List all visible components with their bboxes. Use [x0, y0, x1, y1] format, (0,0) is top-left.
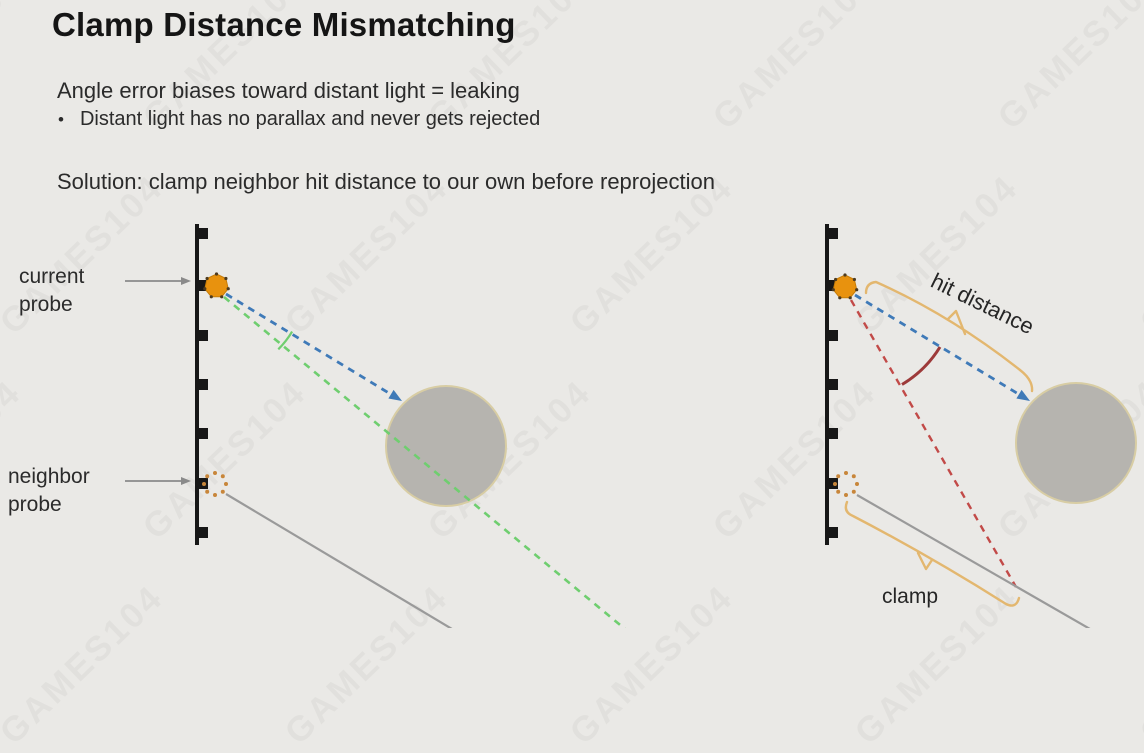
neighbor-probe-label-line1: neighbor [8, 465, 90, 488]
neighbor-probe-arrow [125, 477, 191, 485]
right-diagram [825, 224, 1137, 628]
wall-tick [826, 478, 838, 489]
left-diagram [125, 224, 626, 628]
neighbor-miss-ray-gray [225, 493, 453, 628]
angle-error-arc [901, 346, 942, 386]
wall-tick [196, 379, 208, 390]
wall-tick [196, 527, 208, 538]
neighbor-probe-label: neighbor probe [8, 463, 90, 519]
current-probe-label-line1: current [19, 265, 85, 288]
wall-tick [196, 330, 208, 341]
wall-tick [826, 280, 838, 291]
bullet-marker: • [58, 110, 64, 129]
slide: GAMES104 GAMES104 GAMES104 GAMES104 GAMES104… [8, 6, 1137, 628]
wall-tick [826, 379, 838, 390]
current-probe-label-line2: probe [19, 293, 73, 316]
neighbor-probe-icon [833, 471, 859, 497]
intro-line: Angle error biases toward distant light … [57, 78, 520, 103]
wall-tick [826, 527, 838, 538]
neighbor-ray-reused-green [223, 295, 626, 628]
unclamped-ray-red [849, 299, 1018, 588]
wall-tick [826, 330, 838, 341]
occluder-circle [385, 385, 507, 507]
solution-line: Solution: clamp neighbor hit distance to… [57, 169, 715, 194]
occluder-circle [1015, 382, 1137, 504]
wall-ticks [196, 228, 208, 538]
diagram-canvas [125, 224, 1137, 628]
current-probe-label: current probe [19, 263, 84, 319]
arrowhead-icon [388, 389, 402, 401]
hit-distance-brace [864, 280, 1034, 393]
bullet-text: Distant light has no parallax and never … [79, 108, 541, 130]
arrowhead-icon [1016, 389, 1030, 401]
wall-tick [826, 228, 838, 239]
clamp-brace [844, 500, 1021, 607]
neighbor-probe-label-line2: probe [8, 493, 62, 516]
angle-error-arc [277, 331, 294, 351]
clamp-label: clamp [882, 585, 939, 608]
slide-title: Clamp Distance Mismatching [52, 6, 516, 43]
clamped-ray-gray [856, 494, 1091, 628]
current-probe-icon [831, 273, 859, 300]
wall-tick [196, 228, 208, 239]
current-hit-ray-blue [854, 293, 1021, 397]
current-hit-ray-blue [225, 292, 393, 397]
bullet-item: • Distant light has no parallax and neve… [58, 108, 540, 131]
current-probe-icon [203, 272, 230, 299]
wall-tick [826, 428, 838, 439]
wall-tick [196, 478, 208, 489]
neighbor-probe-icon [202, 471, 228, 497]
current-probe-arrow [125, 277, 191, 285]
wall-ticks [826, 228, 838, 538]
wall-tick [196, 428, 208, 439]
wall-tick [196, 280, 208, 291]
